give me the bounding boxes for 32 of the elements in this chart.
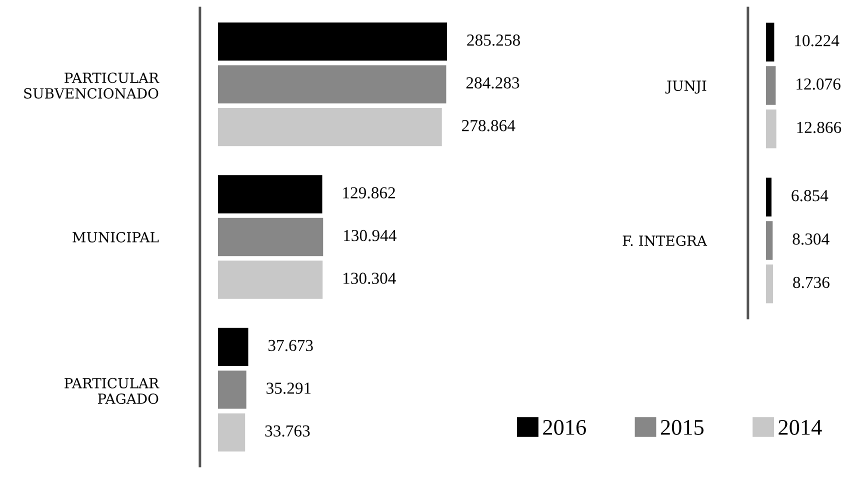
bar bbox=[218, 65, 446, 104]
data-label: 285.258 bbox=[467, 34, 520, 46]
bar bbox=[218, 260, 323, 299]
y-tick-label: F. INTEGRA bbox=[622, 235, 708, 246]
legend-label: 2015 bbox=[660, 420, 704, 435]
bar bbox=[218, 328, 248, 366]
legend-label: 2016 bbox=[543, 420, 586, 435]
data-label: 130.944 bbox=[344, 230, 396, 242]
bar bbox=[218, 22, 447, 61]
data-label: 6.854 bbox=[792, 190, 828, 202]
bar bbox=[218, 175, 322, 214]
bar bbox=[218, 370, 246, 409]
data-label: 33.763 bbox=[265, 425, 310, 437]
legend-label: 2014 bbox=[778, 420, 822, 435]
y-tick-label: MUNICIPAL bbox=[72, 232, 159, 242]
data-label: 130.304 bbox=[344, 272, 396, 284]
bar bbox=[218, 218, 324, 256]
y-tick-label: PARTICULAR SUBVENCIONADO bbox=[24, 72, 160, 99]
y-tick-label: JUNJI bbox=[665, 80, 706, 94]
data-label: 37.673 bbox=[268, 340, 313, 352]
bar bbox=[218, 413, 246, 452]
data-label: 10.224 bbox=[795, 35, 840, 46]
data-label: 8.304 bbox=[792, 233, 830, 245]
y-tick-label: PARTICULAR PAGADO bbox=[64, 378, 160, 404]
data-label: 284.283 bbox=[466, 77, 520, 89]
data-label: 129.862 bbox=[343, 187, 395, 198]
data-label: 278.864 bbox=[462, 120, 516, 132]
bar bbox=[218, 108, 442, 146]
data-label: 12.866 bbox=[797, 122, 842, 134]
data-label: 35.291 bbox=[266, 382, 311, 394]
data-label: 8.736 bbox=[793, 276, 830, 288]
data-label: 12.076 bbox=[796, 78, 840, 90]
